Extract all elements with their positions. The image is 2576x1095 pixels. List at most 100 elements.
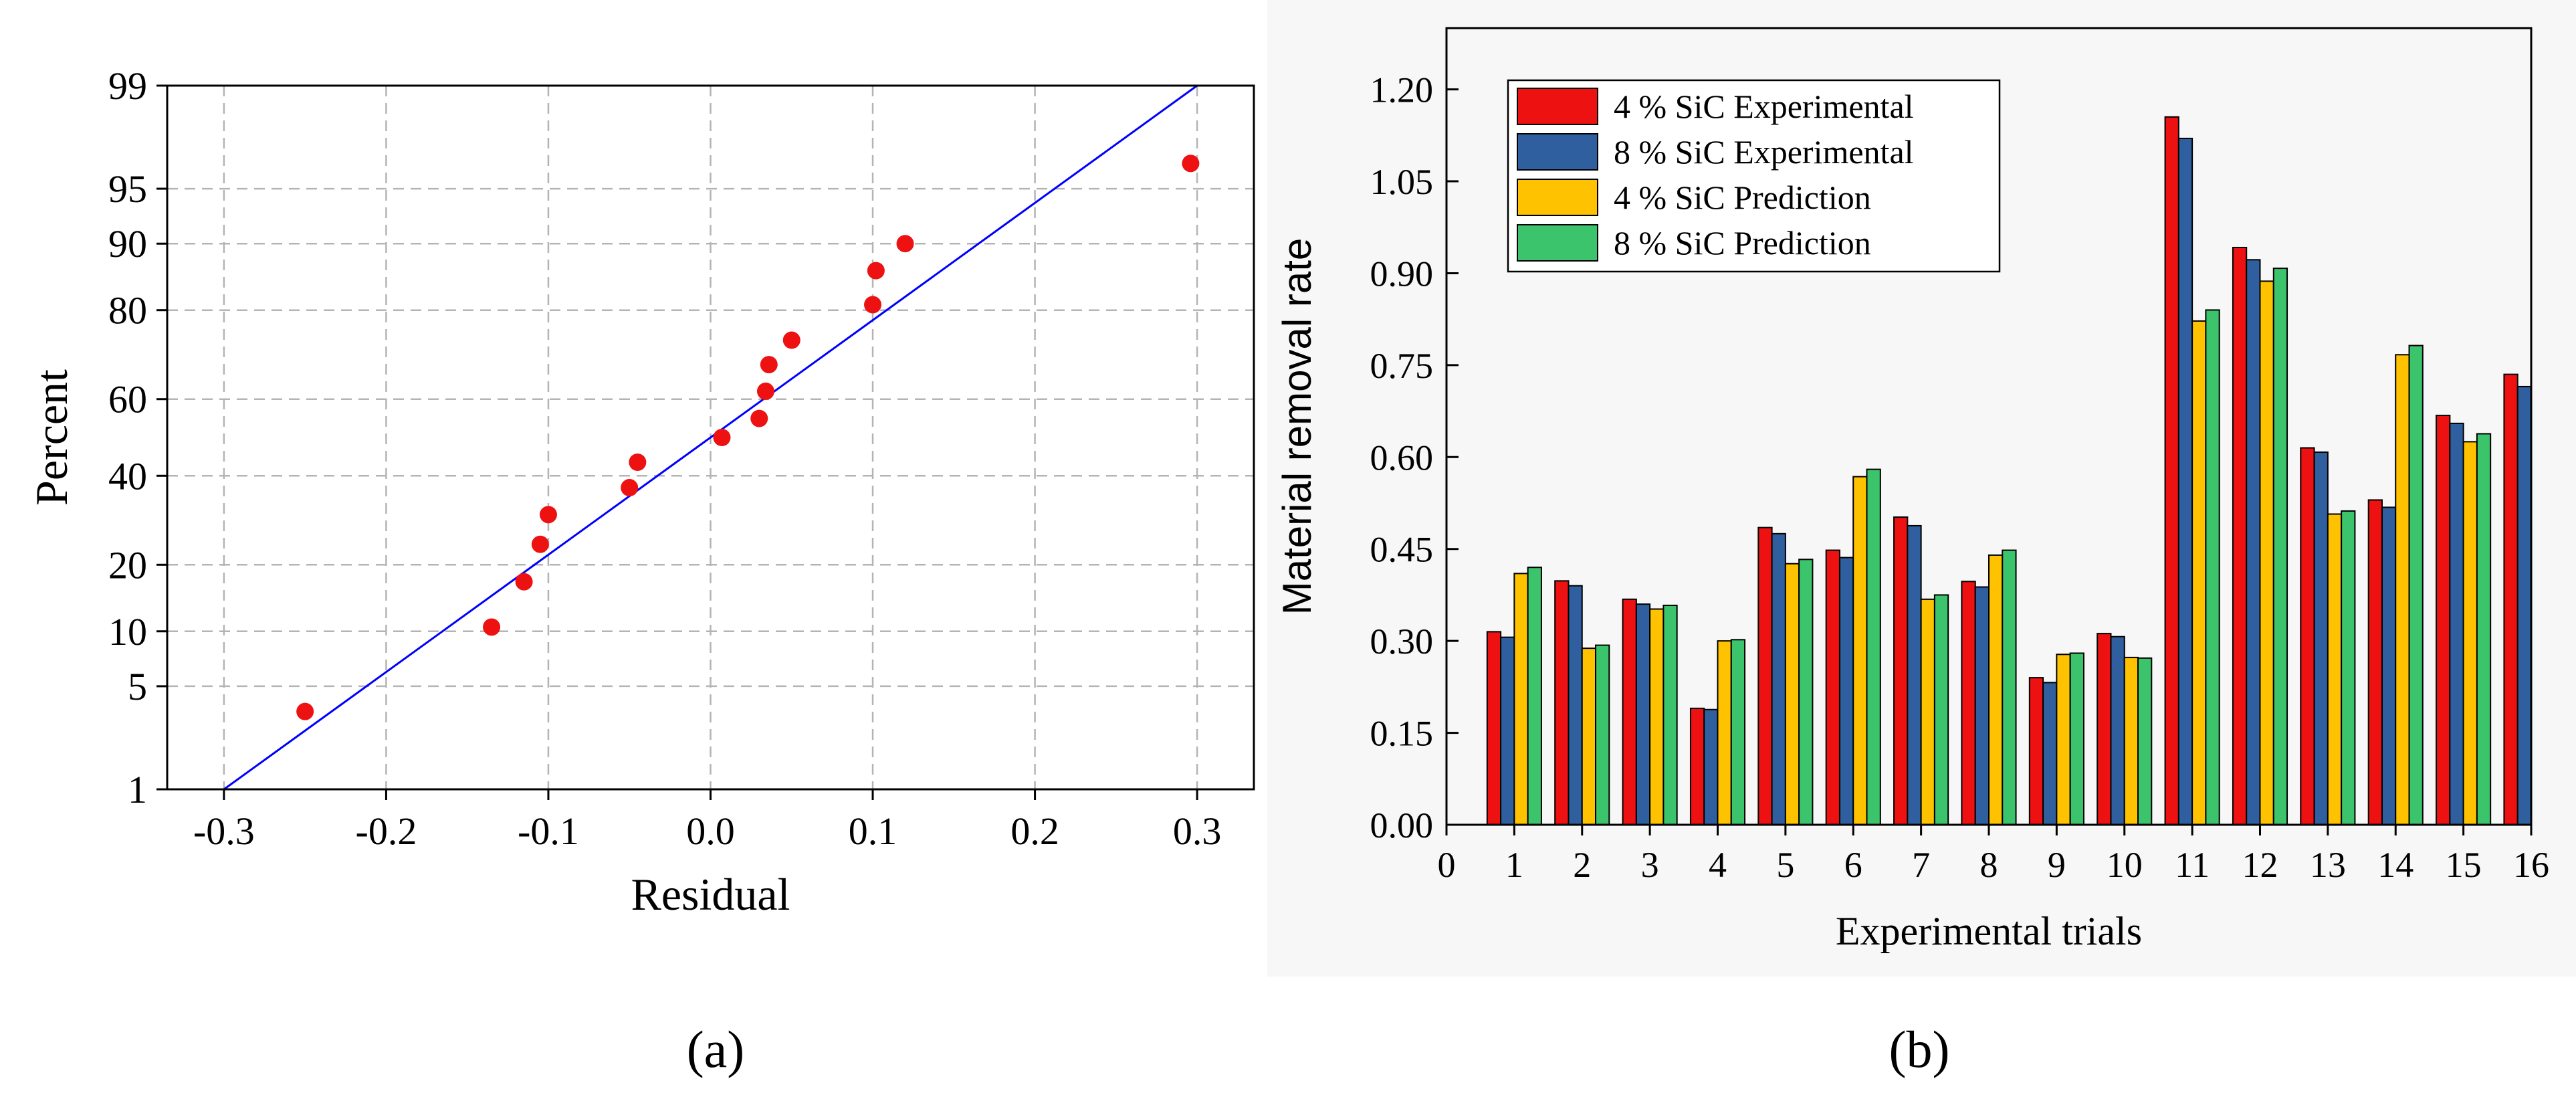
bar-8-sic-experimental-trial-15 bbox=[2449, 422, 2464, 825]
data-point-16 bbox=[1182, 155, 1200, 173]
legend-label-2: 8 % SiC Experimental bbox=[1614, 133, 1914, 171]
bar-4-sic-experimental-trial-8 bbox=[1961, 581, 1976, 825]
bar-4-sic-experimental-trial-9 bbox=[2028, 677, 2044, 825]
bar-8-sic-prediction-trial-7 bbox=[1933, 594, 1949, 825]
x-tick-label: 14 bbox=[2377, 845, 2413, 885]
bar-4-sic-prediction-trial-12 bbox=[2259, 280, 2274, 826]
y-tick-label: 0.30 bbox=[1370, 621, 1434, 662]
x-tick-label: -0.2 bbox=[356, 809, 417, 853]
x-tick-label: 6 bbox=[1844, 845, 1862, 885]
bar-4-sic-prediction-trial-2 bbox=[1581, 648, 1597, 825]
x-tick-label: 12 bbox=[2242, 845, 2278, 885]
y-tick-label: 90 bbox=[108, 222, 147, 266]
bar-4-sic-prediction-trial-6 bbox=[1852, 476, 1868, 825]
bar-4-sic-experimental-trial-6 bbox=[1825, 549, 1840, 825]
data-point-2 bbox=[483, 618, 501, 636]
bar-8-sic-experimental-trial-7 bbox=[1907, 524, 1922, 825]
data-point-5 bbox=[539, 506, 557, 524]
bar-8-sic-experimental-trial-13 bbox=[2313, 451, 2329, 825]
bar-4-sic-experimental-trial-2 bbox=[1554, 580, 1570, 826]
y-tick-label: 80 bbox=[108, 289, 147, 332]
y-tick-label: 5 bbox=[128, 665, 147, 708]
bar-8-sic-prediction-trial-9 bbox=[2069, 652, 2084, 825]
bar-4-sic-experimental-trial-12 bbox=[2232, 246, 2248, 825]
bar-8-sic-prediction-trial-15 bbox=[2476, 433, 2492, 825]
bar-8-sic-prediction-trial-10 bbox=[2137, 657, 2153, 825]
bar-4-sic-prediction-trial-1 bbox=[1513, 573, 1529, 826]
data-point-11 bbox=[760, 356, 778, 374]
bar-4-sic-prediction-trial-15 bbox=[2462, 441, 2478, 825]
bar-4-sic-experimental-trial-3 bbox=[1622, 598, 1637, 826]
bar-8-sic-experimental-trial-3 bbox=[1635, 603, 1651, 826]
bar-4-sic-experimental-trial-16 bbox=[2503, 373, 2518, 825]
x-tick-label: 16 bbox=[2513, 845, 2549, 885]
y-tick-label: 0.15 bbox=[1370, 714, 1434, 754]
bar-8-sic-experimental-trial-9 bbox=[2042, 682, 2058, 826]
legend-label-1: 4 % SiC Experimental bbox=[1614, 88, 1914, 125]
x-tick-label: 13 bbox=[2310, 845, 2346, 885]
y-tick-label: 99 bbox=[108, 64, 147, 108]
bar-4-sic-experimental-trial-4 bbox=[1689, 707, 1705, 826]
bar-4-sic-prediction-trial-11 bbox=[2191, 320, 2207, 826]
bar-8-sic-prediction-trial-12 bbox=[2272, 268, 2288, 825]
bar-8-sic-prediction-trial-11 bbox=[2205, 309, 2220, 825]
bar-4-sic-experimental-trial-7 bbox=[1893, 516, 1909, 825]
bar-8-sic-experimental-trial-16 bbox=[2516, 385, 2533, 825]
bar-4-sic-prediction-trial-13 bbox=[2327, 513, 2343, 825]
data-point-4 bbox=[531, 535, 549, 553]
bar-4-sic-prediction-trial-4 bbox=[1717, 640, 1732, 826]
bar-8-sic-prediction-trial-13 bbox=[2341, 510, 2356, 826]
x-tick-label: 7 bbox=[1912, 845, 1930, 885]
bar-4-sic-experimental-trial-10 bbox=[2097, 633, 2112, 825]
bar-4-sic-experimental-trial-13 bbox=[2300, 447, 2315, 825]
y-tick-label: 95 bbox=[108, 167, 147, 211]
y-tick-label: 60 bbox=[108, 378, 147, 421]
x-axis-title: Experimental trials bbox=[1836, 909, 2142, 953]
x-tick-label: 11 bbox=[2175, 845, 2210, 885]
y-tick-label: 0.90 bbox=[1370, 254, 1434, 294]
bar-4-sic-prediction-trial-14 bbox=[2395, 354, 2410, 825]
legend-label-4: 8 % SiC Prediction bbox=[1614, 224, 1871, 262]
y-tick-label: 0.00 bbox=[1370, 805, 1434, 845]
bar-4-sic-experimental-trial-5 bbox=[1757, 526, 1773, 826]
legend-swatch-3 bbox=[1517, 179, 1598, 216]
data-point-3 bbox=[515, 573, 533, 591]
bar-4-sic-prediction-trial-9 bbox=[2056, 654, 2071, 825]
bar-8-sic-prediction-trial-3 bbox=[1662, 605, 1678, 825]
x-tick-label: 15 bbox=[2446, 845, 2482, 885]
x-tick-label: 0 bbox=[1438, 845, 1456, 885]
bar-4-sic-prediction-trial-8 bbox=[1988, 554, 2004, 826]
y-tick-label: 1.20 bbox=[1370, 70, 1434, 110]
x-tick-label: 0.2 bbox=[1010, 809, 1059, 853]
bar-8-sic-prediction-trial-2 bbox=[1595, 644, 1610, 825]
panel-b-label: (b) bbox=[1889, 1020, 1950, 1078]
y-tick-label: 20 bbox=[108, 543, 147, 587]
x-tick-label: 0.3 bbox=[1173, 809, 1222, 853]
x-tick-label: 2 bbox=[1573, 845, 1591, 885]
data-point-14 bbox=[867, 262, 885, 280]
panel-a: -0.3 -0.2 -0.1 0.0 0.1 0.2 0.3 1 5 10 20 40 60 80 90 95… bbox=[26, 64, 1255, 920]
x-tick-label: 8 bbox=[1980, 845, 1998, 885]
x-tick-label: 3 bbox=[1641, 845, 1659, 885]
legend-swatch-2 bbox=[1517, 133, 1598, 171]
fit-line bbox=[223, 84, 1198, 791]
panel-a-label: (a) bbox=[687, 1020, 745, 1078]
bar-8-sic-experimental-trial-14 bbox=[2381, 506, 2397, 825]
bar-8-sic-experimental-trial-2 bbox=[1568, 585, 1583, 825]
data-point-15 bbox=[896, 235, 914, 253]
bar-4-sic-prediction-trial-7 bbox=[1920, 598, 1935, 826]
bar-8-sic-experimental-trial-5 bbox=[1771, 532, 1786, 825]
x-axis-title: Residual bbox=[631, 869, 790, 920]
bar-8-sic-prediction-trial-1 bbox=[1527, 567, 1542, 825]
bar-4-sic-experimental-trial-1 bbox=[1486, 631, 1502, 826]
bar-8-sic-experimental-trial-1 bbox=[1500, 636, 1515, 825]
data-point-7 bbox=[629, 454, 647, 472]
data-point-10 bbox=[756, 382, 774, 400]
x-tick-label: 4 bbox=[1709, 845, 1727, 885]
y-tick-label: 0.60 bbox=[1370, 437, 1434, 478]
legend-label-3: 4 % SiC Prediction bbox=[1614, 179, 1871, 216]
data-point-6 bbox=[621, 479, 639, 497]
panel-b: 0.000.150.300.450.600.750.901.051.200 1 2 3… bbox=[1275, 27, 2549, 953]
